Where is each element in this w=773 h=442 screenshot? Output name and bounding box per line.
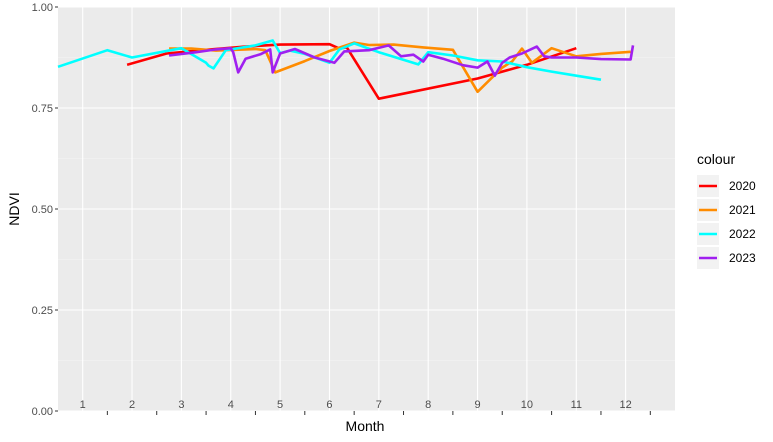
y-tick-label: 0.00 bbox=[32, 406, 53, 418]
x-tick-label: 1 bbox=[80, 399, 86, 411]
legend-label-2023: 2023 bbox=[729, 251, 756, 265]
grid-lines bbox=[58, 6, 675, 412]
y-tick-label: 1.00 bbox=[32, 2, 53, 14]
x-tick-label: 3 bbox=[178, 399, 184, 411]
x-tick-label: 7 bbox=[376, 399, 382, 411]
legend-label-2022: 2022 bbox=[729, 227, 756, 241]
legend-label-2020: 2020 bbox=[729, 179, 756, 193]
x-tick-label: 2 bbox=[129, 399, 135, 411]
y-tick-label: 0.75 bbox=[32, 103, 53, 115]
y-tick-label: 0.50 bbox=[32, 204, 53, 216]
x-tick-label: 9 bbox=[474, 399, 480, 411]
x-axis-title: Month bbox=[346, 418, 385, 434]
legend-label-2021: 2021 bbox=[729, 203, 756, 217]
x-tick-label: 10 bbox=[521, 399, 533, 411]
series-line-2023 bbox=[168, 44, 635, 77]
y-ticks: 0.00 0.25 0.50 0.75 1.00 bbox=[32, 2, 58, 418]
y-tick-label: 0.25 bbox=[32, 305, 53, 317]
series-lines bbox=[57, 39, 635, 100]
x-tick-label: 12 bbox=[620, 399, 632, 411]
series-line-2021 bbox=[169, 41, 631, 94]
x-tick-label: 11 bbox=[571, 399, 582, 411]
x-tick-label: 8 bbox=[425, 399, 431, 411]
legend: colour 2020 2021 2022 2023 bbox=[697, 151, 756, 269]
y-axis-title: NDVI bbox=[6, 192, 22, 225]
x-tick-label: 6 bbox=[326, 399, 332, 411]
legend-title: colour bbox=[697, 151, 735, 167]
x-ticks: 1 2 3 4 5 6 7 8 9 10 11 12 bbox=[80, 399, 651, 415]
x-tick-label: 5 bbox=[277, 399, 283, 411]
x-tick-label: 4 bbox=[228, 399, 234, 411]
